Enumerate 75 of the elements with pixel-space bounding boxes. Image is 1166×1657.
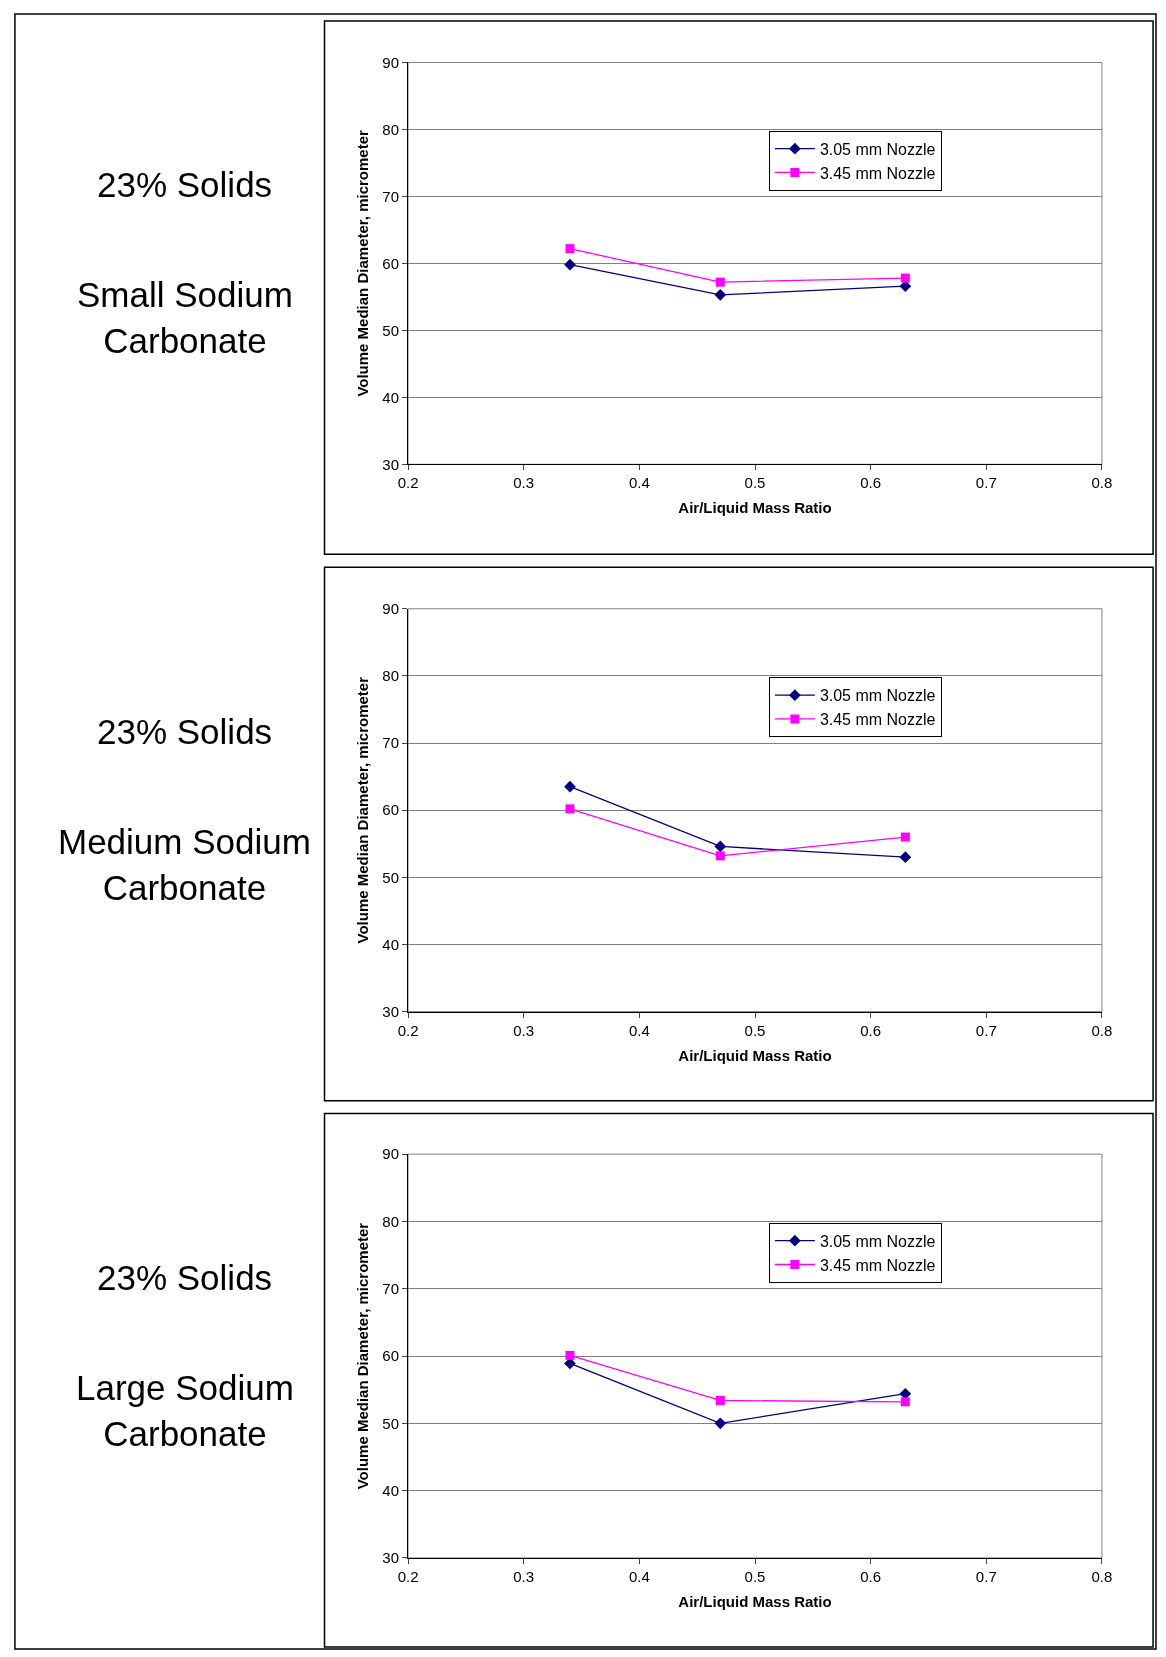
y-tick-label: 30 <box>382 455 400 473</box>
legend-label: 3.45 mm Nozzle <box>819 164 936 182</box>
x-tick-label: 0.4 <box>628 1021 650 1039</box>
y-tick-label: 30 <box>382 1002 400 1020</box>
legend-label: 3.45 mm Nozzle <box>819 711 936 729</box>
x-tick-label: 0.7 <box>975 1021 997 1039</box>
x-tick-label: 0.5 <box>744 1021 766 1039</box>
x-tick-label: 0.3 <box>513 1567 535 1585</box>
x-tick-label: 0.2 <box>397 1021 419 1039</box>
x-tick-label: 0.2 <box>397 1567 419 1585</box>
y-tick-label: 60 <box>382 1347 400 1365</box>
x-axis-title: Air/Liquid Mass Ratio <box>678 1592 832 1610</box>
text: 23% Solids <box>97 165 273 204</box>
x-tick-label: 0.2 <box>397 474 419 492</box>
x-tick-label: 0.6 <box>860 1021 882 1039</box>
point <box>900 273 910 283</box>
legend-label: 3.05 mm Nozzle <box>819 140 936 158</box>
text: 23% Solids <box>97 1258 273 1297</box>
y-axis-title: Volume Median Diameter, micrometer <box>353 676 371 944</box>
text: Large Sodium Carbonate <box>76 1368 294 1453</box>
y-tick-label: 40 <box>382 388 400 406</box>
x-tick-label: 0.4 <box>628 474 650 492</box>
legend-label: 3.05 mm Nozzle <box>819 1232 936 1250</box>
point <box>714 840 727 853</box>
point <box>565 804 575 814</box>
point <box>565 1350 575 1360</box>
x-tick-label: 0.5 <box>744 474 766 492</box>
y-tick-label: 40 <box>382 1481 400 1499</box>
y-tick-label: 30 <box>382 1549 400 1567</box>
text: Medium Sodium Carbonate <box>58 822 311 907</box>
y-tick-label: 50 <box>382 321 400 339</box>
y-tick-label: 90 <box>382 53 400 71</box>
x-tick-label: 0.3 <box>513 474 535 492</box>
y-tick-label: 60 <box>382 254 400 272</box>
y-tick-label: 90 <box>382 1145 400 1163</box>
y-tick-label: 50 <box>382 868 400 886</box>
point <box>714 1417 727 1430</box>
x-tick-label: 0.8 <box>1091 1567 1113 1585</box>
legend-label: 3.45 mm Nozzle <box>819 1256 936 1274</box>
x-tick-label: 0.8 <box>1091 474 1113 492</box>
y-tick-label: 40 <box>382 935 400 953</box>
text: 23% Solids <box>97 712 273 751</box>
point <box>715 851 725 861</box>
point <box>715 1395 725 1405</box>
x-tick-label: 0.7 <box>975 474 997 492</box>
x-tick-label: 0.4 <box>628 1567 650 1585</box>
x-tick-label: 0.8 <box>1091 1021 1113 1039</box>
point <box>564 258 576 271</box>
y-tick-label: 60 <box>382 801 400 819</box>
y-tick-label: 50 <box>382 1414 400 1432</box>
text: Small Sodium Carbonate <box>77 275 293 360</box>
point <box>565 244 575 254</box>
x-tick-label: 0.3 <box>513 1021 535 1039</box>
x-tick-label: 0.6 <box>860 474 882 492</box>
point <box>714 288 727 301</box>
y-tick-label: 80 <box>382 120 400 138</box>
legend-label: 3.05 mm Nozzle <box>819 687 936 705</box>
y-tick-label: 70 <box>382 187 400 205</box>
y-tick-label: 80 <box>382 1212 400 1230</box>
point <box>900 1397 910 1407</box>
x-axis-title: Air/Liquid Mass Ratio <box>678 499 832 517</box>
x-tick-label: 0.6 <box>860 1567 882 1585</box>
x-axis-title: Air/Liquid Mass Ratio <box>678 1046 832 1064</box>
point <box>564 780 576 793</box>
point <box>715 277 725 287</box>
x-tick-label: 0.5 <box>744 1567 766 1585</box>
y-tick-label: 70 <box>382 734 400 752</box>
y-tick-label: 80 <box>382 667 400 685</box>
point <box>900 832 910 842</box>
x-tick-label: 0.7 <box>975 1567 997 1585</box>
y-tick-label: 90 <box>382 600 400 618</box>
y-axis-title: Volume Median Diameter, micrometer <box>353 129 371 397</box>
y-tick-label: 70 <box>382 1279 400 1297</box>
y-axis-title: Volume Median Diameter, micrometer <box>353 1222 371 1490</box>
point <box>899 851 912 864</box>
